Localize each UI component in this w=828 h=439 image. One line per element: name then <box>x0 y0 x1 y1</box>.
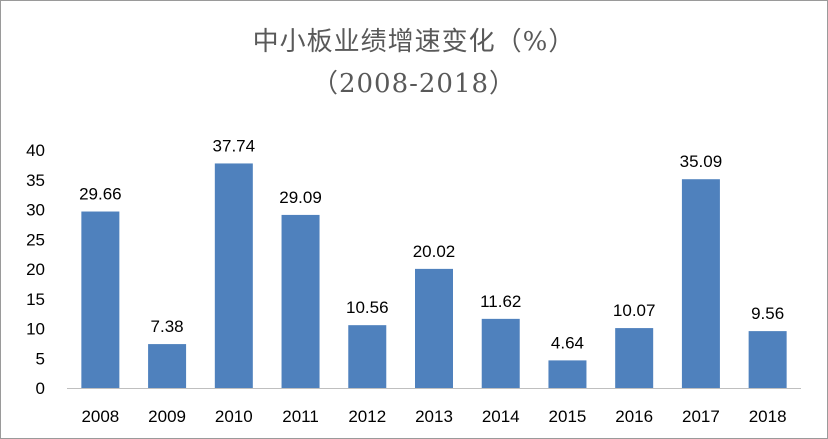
bar-2016 <box>615 328 654 388</box>
data-label: 29.66 <box>79 185 122 204</box>
bar-2014 <box>481 318 520 388</box>
data-label: 20.02 <box>413 242 456 261</box>
y-tick-label: 0 <box>36 379 45 398</box>
x-axis: 2008 2009 2010 2011 2012 2013 2014 2015 2016 2017… <box>81 407 786 426</box>
bar-2017 <box>681 179 720 388</box>
chart-title: 中小板业绩增速变化（%） <box>252 27 576 57</box>
x-tick-label: 2009 <box>148 407 186 426</box>
y-tick-label: 10 <box>26 320 45 339</box>
x-tick-label: 2015 <box>549 407 587 426</box>
y-axis: 0 5 10 15 20 25 30 35 40 <box>26 141 45 398</box>
bar-2011 <box>281 214 320 388</box>
bar-2018 <box>748 331 787 388</box>
y-tick-label: 5 <box>36 349 45 368</box>
data-label: 29.09 <box>279 188 322 207</box>
chart-subtitle: （2008-2018） <box>311 69 517 99</box>
x-tick-label: 2016 <box>615 407 653 426</box>
x-tick-label: 2008 <box>81 407 119 426</box>
bar-2010 <box>214 163 253 388</box>
data-label: 9.56 <box>751 304 784 323</box>
bar-2013 <box>415 268 453 388</box>
data-label: 10.07 <box>613 301 656 320</box>
y-tick-label: 20 <box>26 260 45 279</box>
x-tick-label: 2012 <box>348 407 386 426</box>
x-tick-label: 2018 <box>749 407 787 426</box>
bar-2012 <box>348 325 387 388</box>
data-label: 35.09 <box>680 152 723 171</box>
data-label: 11.62 <box>480 292 521 311</box>
bar-series: 29.66 7.38 37.74 29.09 10.56 20.02 11.62 4.64 10… <box>79 136 787 388</box>
y-tick-label: 15 <box>26 290 45 309</box>
x-tick-label: 2014 <box>482 407 520 426</box>
y-tick-label: 40 <box>26 141 45 160</box>
data-label: 4.64 <box>551 333 584 352</box>
bar-2009 <box>148 344 187 388</box>
data-label: 10.56 <box>346 298 389 317</box>
x-tick-label: 2011 <box>282 407 319 426</box>
y-tick-label: 35 <box>26 171 45 190</box>
data-label: 7.38 <box>151 317 184 336</box>
x-tick-label: 2010 <box>215 407 253 426</box>
bar-2008 <box>81 211 120 388</box>
bar-2015 <box>548 360 587 388</box>
x-tick-label: 2013 <box>415 407 453 426</box>
data-label: 37.74 <box>213 136 256 155</box>
x-tick-label: 2017 <box>682 407 720 426</box>
y-tick-label: 30 <box>26 201 45 220</box>
y-tick-label: 25 <box>26 230 45 249</box>
